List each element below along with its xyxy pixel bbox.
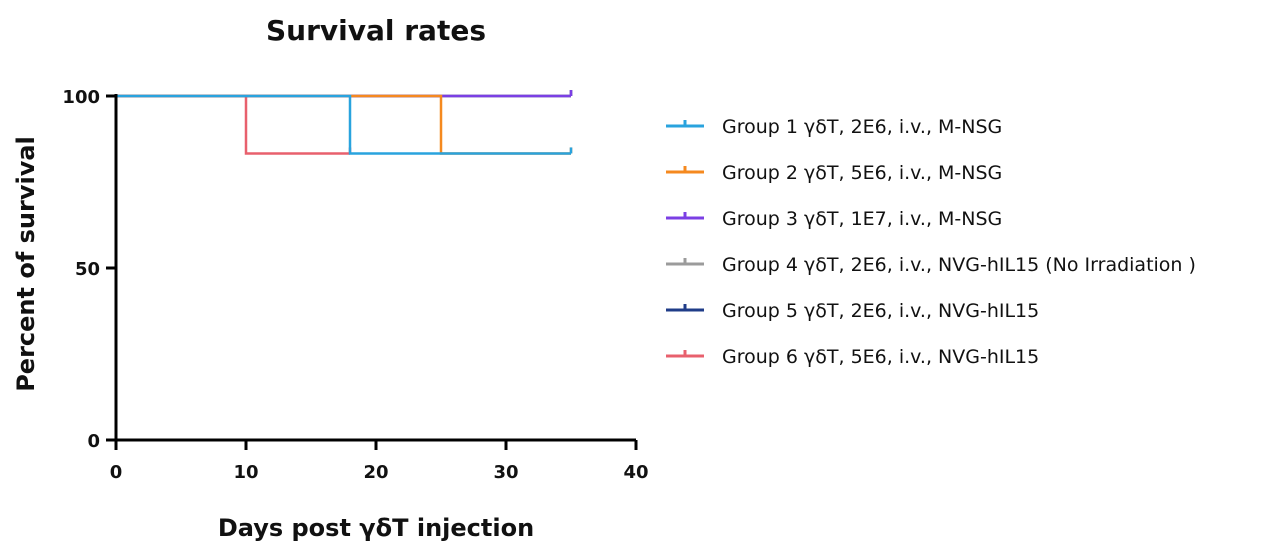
series-line-2 (116, 94, 571, 155)
x-axis-label: Days post γδT injection (218, 514, 534, 542)
series-line-1 (116, 94, 571, 155)
legend-item-4: Group 4 γδT, 2E6, i.v., NVG-hIL15 (No Ir… (666, 254, 1196, 276)
x-tick-label: 10 (233, 462, 258, 483)
y-tick-label: 50 (75, 259, 100, 280)
legend: Group 1 γδT, 2E6, i.v., M-NSG Group 2 γδT… (666, 116, 1196, 368)
series-layer (116, 90, 573, 155)
legend-item-3: Group 3 γδT, 1E7, i.v., M-NSG (666, 208, 1002, 230)
legend-label: Group 4 γδT, 2E6, i.v., NVG-hIL15 (No Ir… (722, 254, 1196, 276)
x-tick-label: 30 (493, 462, 518, 483)
x-tick-label: 0 (110, 462, 123, 483)
x-tick-label: 20 (363, 462, 388, 483)
legend-item-1: Group 1 γδT, 2E6, i.v., M-NSG (666, 116, 1002, 138)
y-tick-label: 0 (87, 431, 100, 452)
y-tick-label: 100 (62, 87, 100, 108)
legend-label: Group 2 γδT, 5E6, i.v., M-NSG (722, 162, 1002, 184)
legend-label: Group 6 γδT, 5E6, i.v., NVG-hIL15 (722, 346, 1039, 368)
y-axis-label: Percent of survival (12, 136, 40, 392)
x-tick-label: 40 (623, 462, 648, 483)
chart-title: Survival rates (266, 14, 486, 47)
legend-label: Group 1 γδT, 2E6, i.v., M-NSG (722, 116, 1002, 138)
legend-item-6: Group 6 γδT, 5E6, i.v., NVG-hIL15 (666, 346, 1039, 368)
series-line-6 (116, 94, 350, 155)
legend-item-2: Group 2 γδT, 5E6, i.v., M-NSG (666, 162, 1002, 184)
legend-label: Group 3 γδT, 1E7, i.v., M-NSG (722, 208, 1002, 230)
legend-label: Group 5 γδT, 2E6, i.v., NVG-hIL15 (722, 300, 1039, 322)
axes-layer: 0 10 20 30 40 0 50 100 (62, 87, 648, 483)
legend-item-5: Group 5 γδT, 2E6, i.v., NVG-hIL15 (666, 300, 1039, 322)
